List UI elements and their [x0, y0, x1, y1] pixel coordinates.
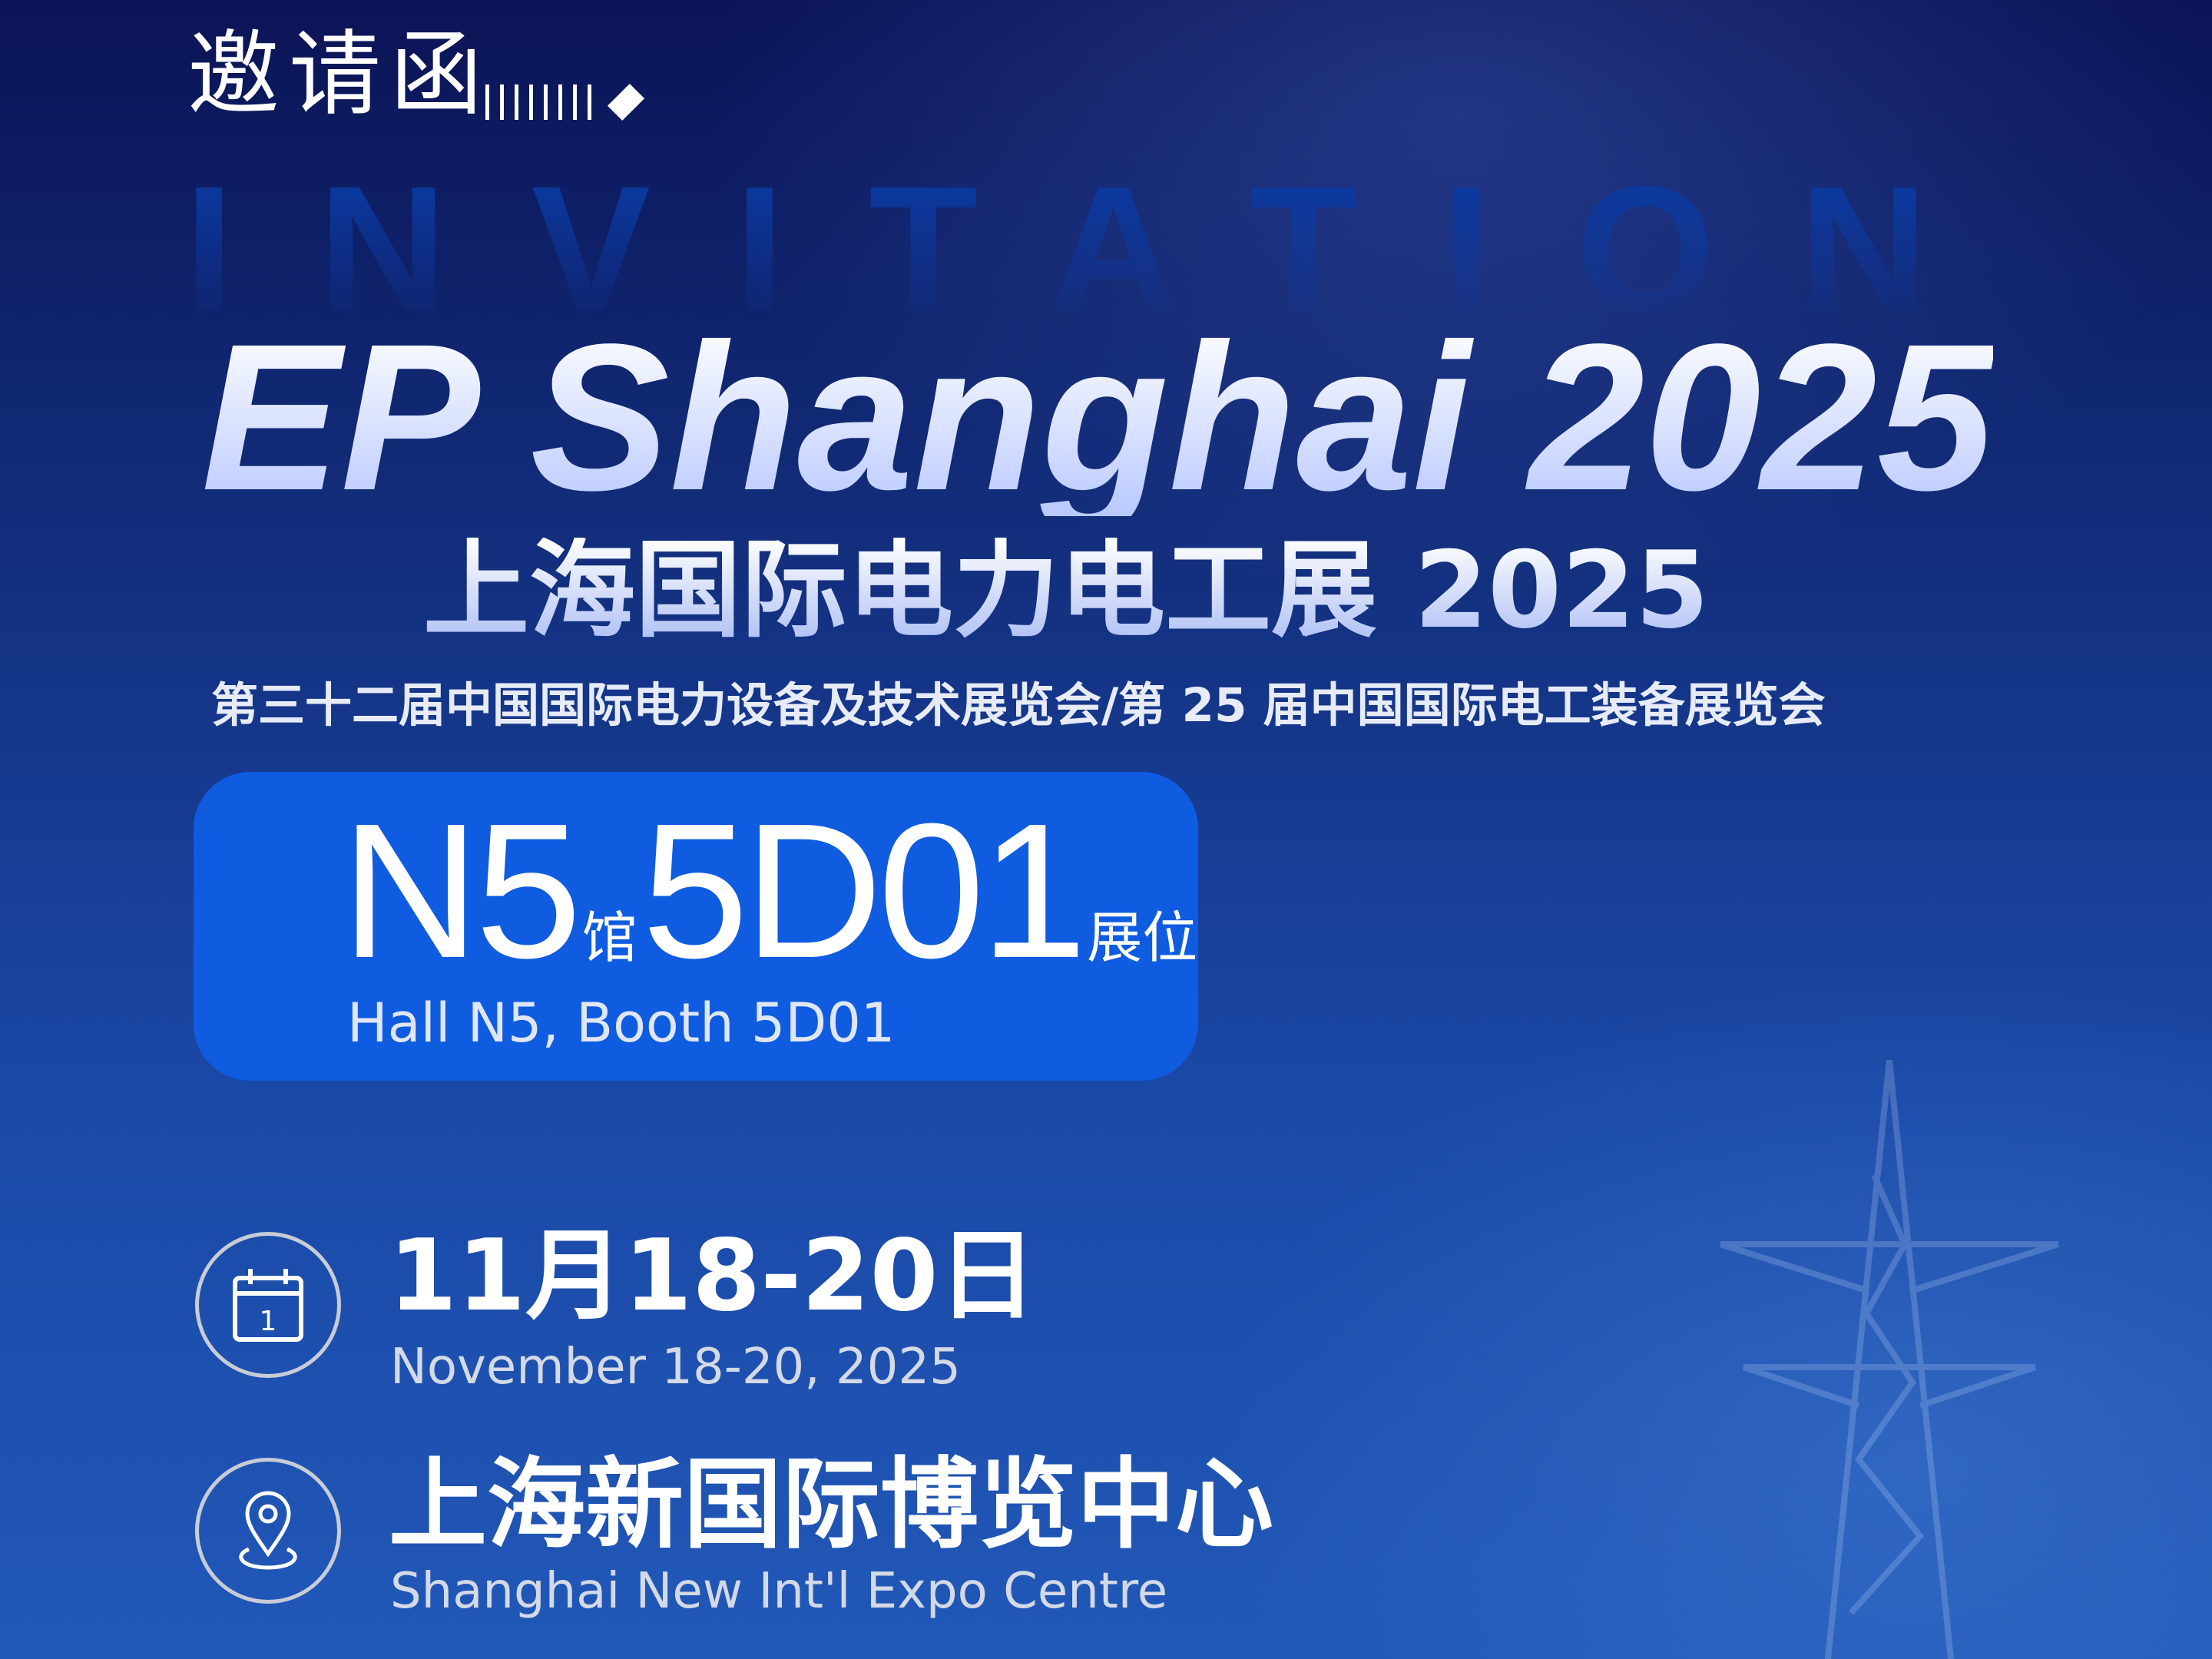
calendar-day: 1 [260, 1306, 277, 1337]
booth-card: N5馆5D01展位 Hall N5, Booth 5D01 [194, 772, 1198, 1081]
event-title-en: EP Shanghai 2025 [201, 300, 1994, 534]
hall-unit: 馆 [581, 906, 637, 970]
booth-en: Hall N5, Booth 5D01 [347, 992, 896, 1055]
transmission-tower-image [1719, 1060, 2060, 1659]
booth-unit: 展位 [1087, 906, 1198, 970]
booth-number: N5馆5D01展位 [341, 795, 1202, 987]
venue-cn: 上海新国际博览中心 [389, 1448, 1274, 1562]
booth-code: 5D01 [641, 783, 1088, 998]
venue-en: Shanghai New Int'l Expo Centre [390, 1563, 1168, 1620]
calendar-icon: 1 [195, 1232, 341, 1378]
event-subtitle: 第三十二届中国国际电力设备及技术展览会/第 25 届中国国际电工装备展览会 [211, 678, 1826, 733]
event-title-cn: 上海国际电力电工展 2025 [423, 528, 1710, 652]
heading-decoration [485, 83, 645, 121]
location-pin-icon [195, 1458, 341, 1604]
sparkle-icon [607, 83, 645, 121]
date-cn: 11月18-20日 [389, 1219, 1037, 1333]
date-en: November 18-20, 2025 [390, 1339, 961, 1396]
invitation-heading: 邀请函 [187, 22, 492, 128]
hall-number: N5 [341, 783, 582, 998]
watermark-text: INVITATION [184, 150, 2013, 349]
